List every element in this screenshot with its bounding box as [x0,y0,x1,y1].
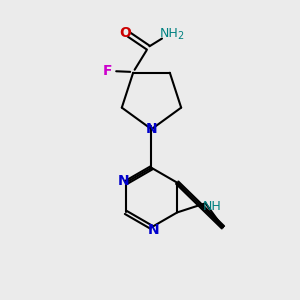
Text: NH: NH [159,27,178,40]
Text: O: O [119,26,131,40]
Text: N: N [146,122,157,136]
Text: N: N [118,174,129,188]
Text: N: N [148,223,160,237]
Text: 2: 2 [177,31,184,40]
Text: F: F [103,64,112,78]
Text: NH: NH [203,200,221,213]
